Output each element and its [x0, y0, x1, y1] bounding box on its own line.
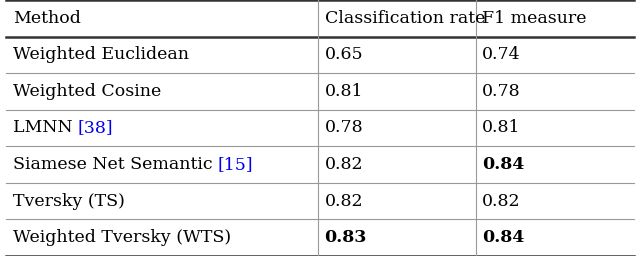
Text: Method: Method	[13, 10, 81, 27]
Text: Classification rate: Classification rate	[324, 10, 485, 27]
Text: 0.82: 0.82	[324, 156, 363, 173]
Text: Siamese Net Semantic: Siamese Net Semantic	[13, 156, 218, 173]
Text: 0.81: 0.81	[324, 83, 363, 100]
Text: Tversky (TS): Tversky (TS)	[13, 193, 125, 210]
Text: [38]: [38]	[78, 120, 113, 136]
Text: 0.82: 0.82	[324, 193, 363, 210]
Text: 0.82: 0.82	[482, 193, 520, 210]
Text: 0.78: 0.78	[482, 83, 520, 100]
Text: 0.84: 0.84	[482, 229, 524, 246]
Text: LMNN: LMNN	[13, 120, 78, 136]
Text: 0.83: 0.83	[324, 229, 367, 246]
Text: 0.65: 0.65	[324, 46, 363, 63]
Text: 0.74: 0.74	[482, 46, 520, 63]
Text: [15]: [15]	[218, 156, 253, 173]
Text: 0.84: 0.84	[482, 156, 524, 173]
Text: F1 measure: F1 measure	[482, 10, 586, 27]
Text: 0.81: 0.81	[482, 120, 520, 136]
Text: Weighted Tversky (WTS): Weighted Tversky (WTS)	[13, 229, 231, 246]
Text: Weighted Euclidean: Weighted Euclidean	[13, 46, 189, 63]
Text: Weighted Cosine: Weighted Cosine	[13, 83, 161, 100]
Text: 0.78: 0.78	[324, 120, 363, 136]
